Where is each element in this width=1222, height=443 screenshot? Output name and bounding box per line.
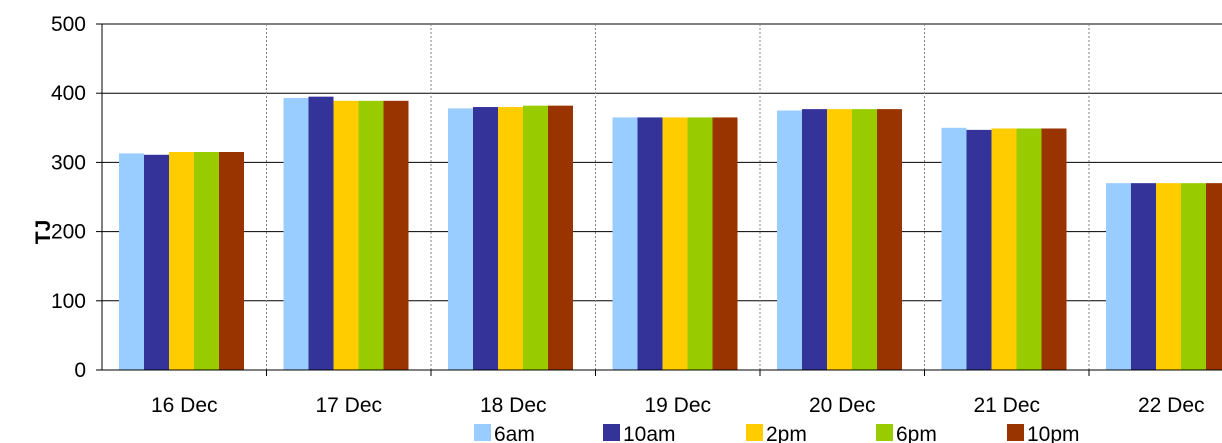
bar-6am-18-dec: [448, 108, 473, 370]
x-tick-label: 20 Dec: [809, 394, 876, 417]
x-tick-label: 21 Dec: [973, 394, 1040, 417]
bar-2pm-19-dec: [662, 117, 688, 370]
bar-6am-21-dec: [941, 127, 967, 370]
bar-10am-16-dec: [144, 154, 169, 370]
bar-10am-18-dec: [473, 107, 498, 370]
bar-10pm-22-dec: [1206, 183, 1222, 370]
bar-10pm-21-dec: [1041, 128, 1067, 370]
bar-6am-22-dec: [1106, 183, 1131, 370]
bar-2pm-22-dec: [1156, 183, 1181, 370]
bar-10am-19-dec: [637, 117, 663, 370]
bar-10am-20-dec: [802, 109, 827, 370]
bar-2pm-20-dec: [827, 109, 852, 370]
legend: 6am 10am 2pm 6pm 10pm: [474, 423, 1080, 443]
bar-10pm-16-dec: [219, 152, 244, 370]
legend-label-10pm: 10pm: [1027, 423, 1080, 443]
legend-swatch-10am: [603, 424, 620, 441]
bar-10pm-19-dec: [712, 117, 738, 370]
bars: [119, 96, 1222, 370]
bar-6pm-20-dec: [852, 109, 877, 370]
bar-2pm-21-dec: [991, 128, 1017, 370]
bar-2pm-18-dec: [498, 107, 523, 370]
axes: [96, 23, 1222, 376]
legend-swatch-6am: [474, 424, 491, 441]
x-tick-labels: 16 Dec 17 Dec 18 Dec 19 Dec 20 Dec 21 Dec 22 D…: [151, 394, 1205, 417]
bar-2pm-17-dec: [333, 100, 359, 370]
bar-10pm-18-dec: [548, 105, 573, 370]
bar-6am-19-dec: [612, 117, 638, 370]
bar-6am-20-dec: [777, 110, 802, 370]
bar-6pm-18-dec: [523, 105, 548, 370]
x-tick-label: 19 Dec: [644, 394, 711, 417]
legend-label-6pm: 6pm: [896, 423, 937, 443]
y-tick-label: 200: [51, 221, 86, 244]
y-tick-labels: 0 100 200 300 400 500: [51, 13, 86, 382]
bar-10pm-17-dec: [383, 100, 409, 370]
bar-2pm-16-dec: [169, 152, 194, 370]
y-tick-label: 400: [51, 82, 86, 105]
y-tick-label: 300: [51, 151, 86, 174]
y-tick-label: 0: [74, 359, 86, 382]
x-tick-label: 16 Dec: [151, 394, 218, 417]
legend-swatch-2pm: [746, 424, 763, 441]
bar-6pm-17-dec: [358, 100, 384, 370]
x-tick-label: 17 Dec: [315, 394, 382, 417]
legend-label-10am: 10am: [623, 423, 676, 443]
legend-label-2pm: 2pm: [766, 423, 807, 443]
x-tick-label: 22 Dec: [1138, 394, 1205, 417]
legend-swatch-6pm: [876, 424, 893, 441]
bar-10am-17-dec: [308, 96, 334, 370]
bar-10pm-20-dec: [877, 109, 902, 370]
bar-6pm-19-dec: [687, 117, 713, 370]
y-axis-title: TJ: [32, 220, 55, 245]
x-tick-label: 18 Dec: [480, 394, 547, 417]
bar-6pm-21-dec: [1016, 128, 1042, 370]
bar-10am-22-dec: [1131, 183, 1156, 370]
bar-6am-16-dec: [119, 153, 144, 370]
y-tick-label: 100: [51, 290, 86, 313]
bar-6pm-16-dec: [194, 152, 219, 370]
legend-swatch-10pm: [1007, 424, 1024, 441]
bar-6am-17-dec: [283, 98, 309, 370]
y-tick-label: 500: [51, 13, 86, 36]
legend-label-6am: 6am: [494, 423, 535, 443]
bar-10am-21-dec: [966, 129, 992, 370]
bar-6pm-22-dec: [1181, 183, 1206, 370]
